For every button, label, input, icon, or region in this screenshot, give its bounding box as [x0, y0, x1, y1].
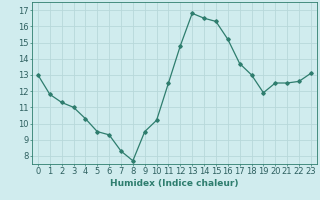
X-axis label: Humidex (Indice chaleur): Humidex (Indice chaleur) [110, 179, 239, 188]
